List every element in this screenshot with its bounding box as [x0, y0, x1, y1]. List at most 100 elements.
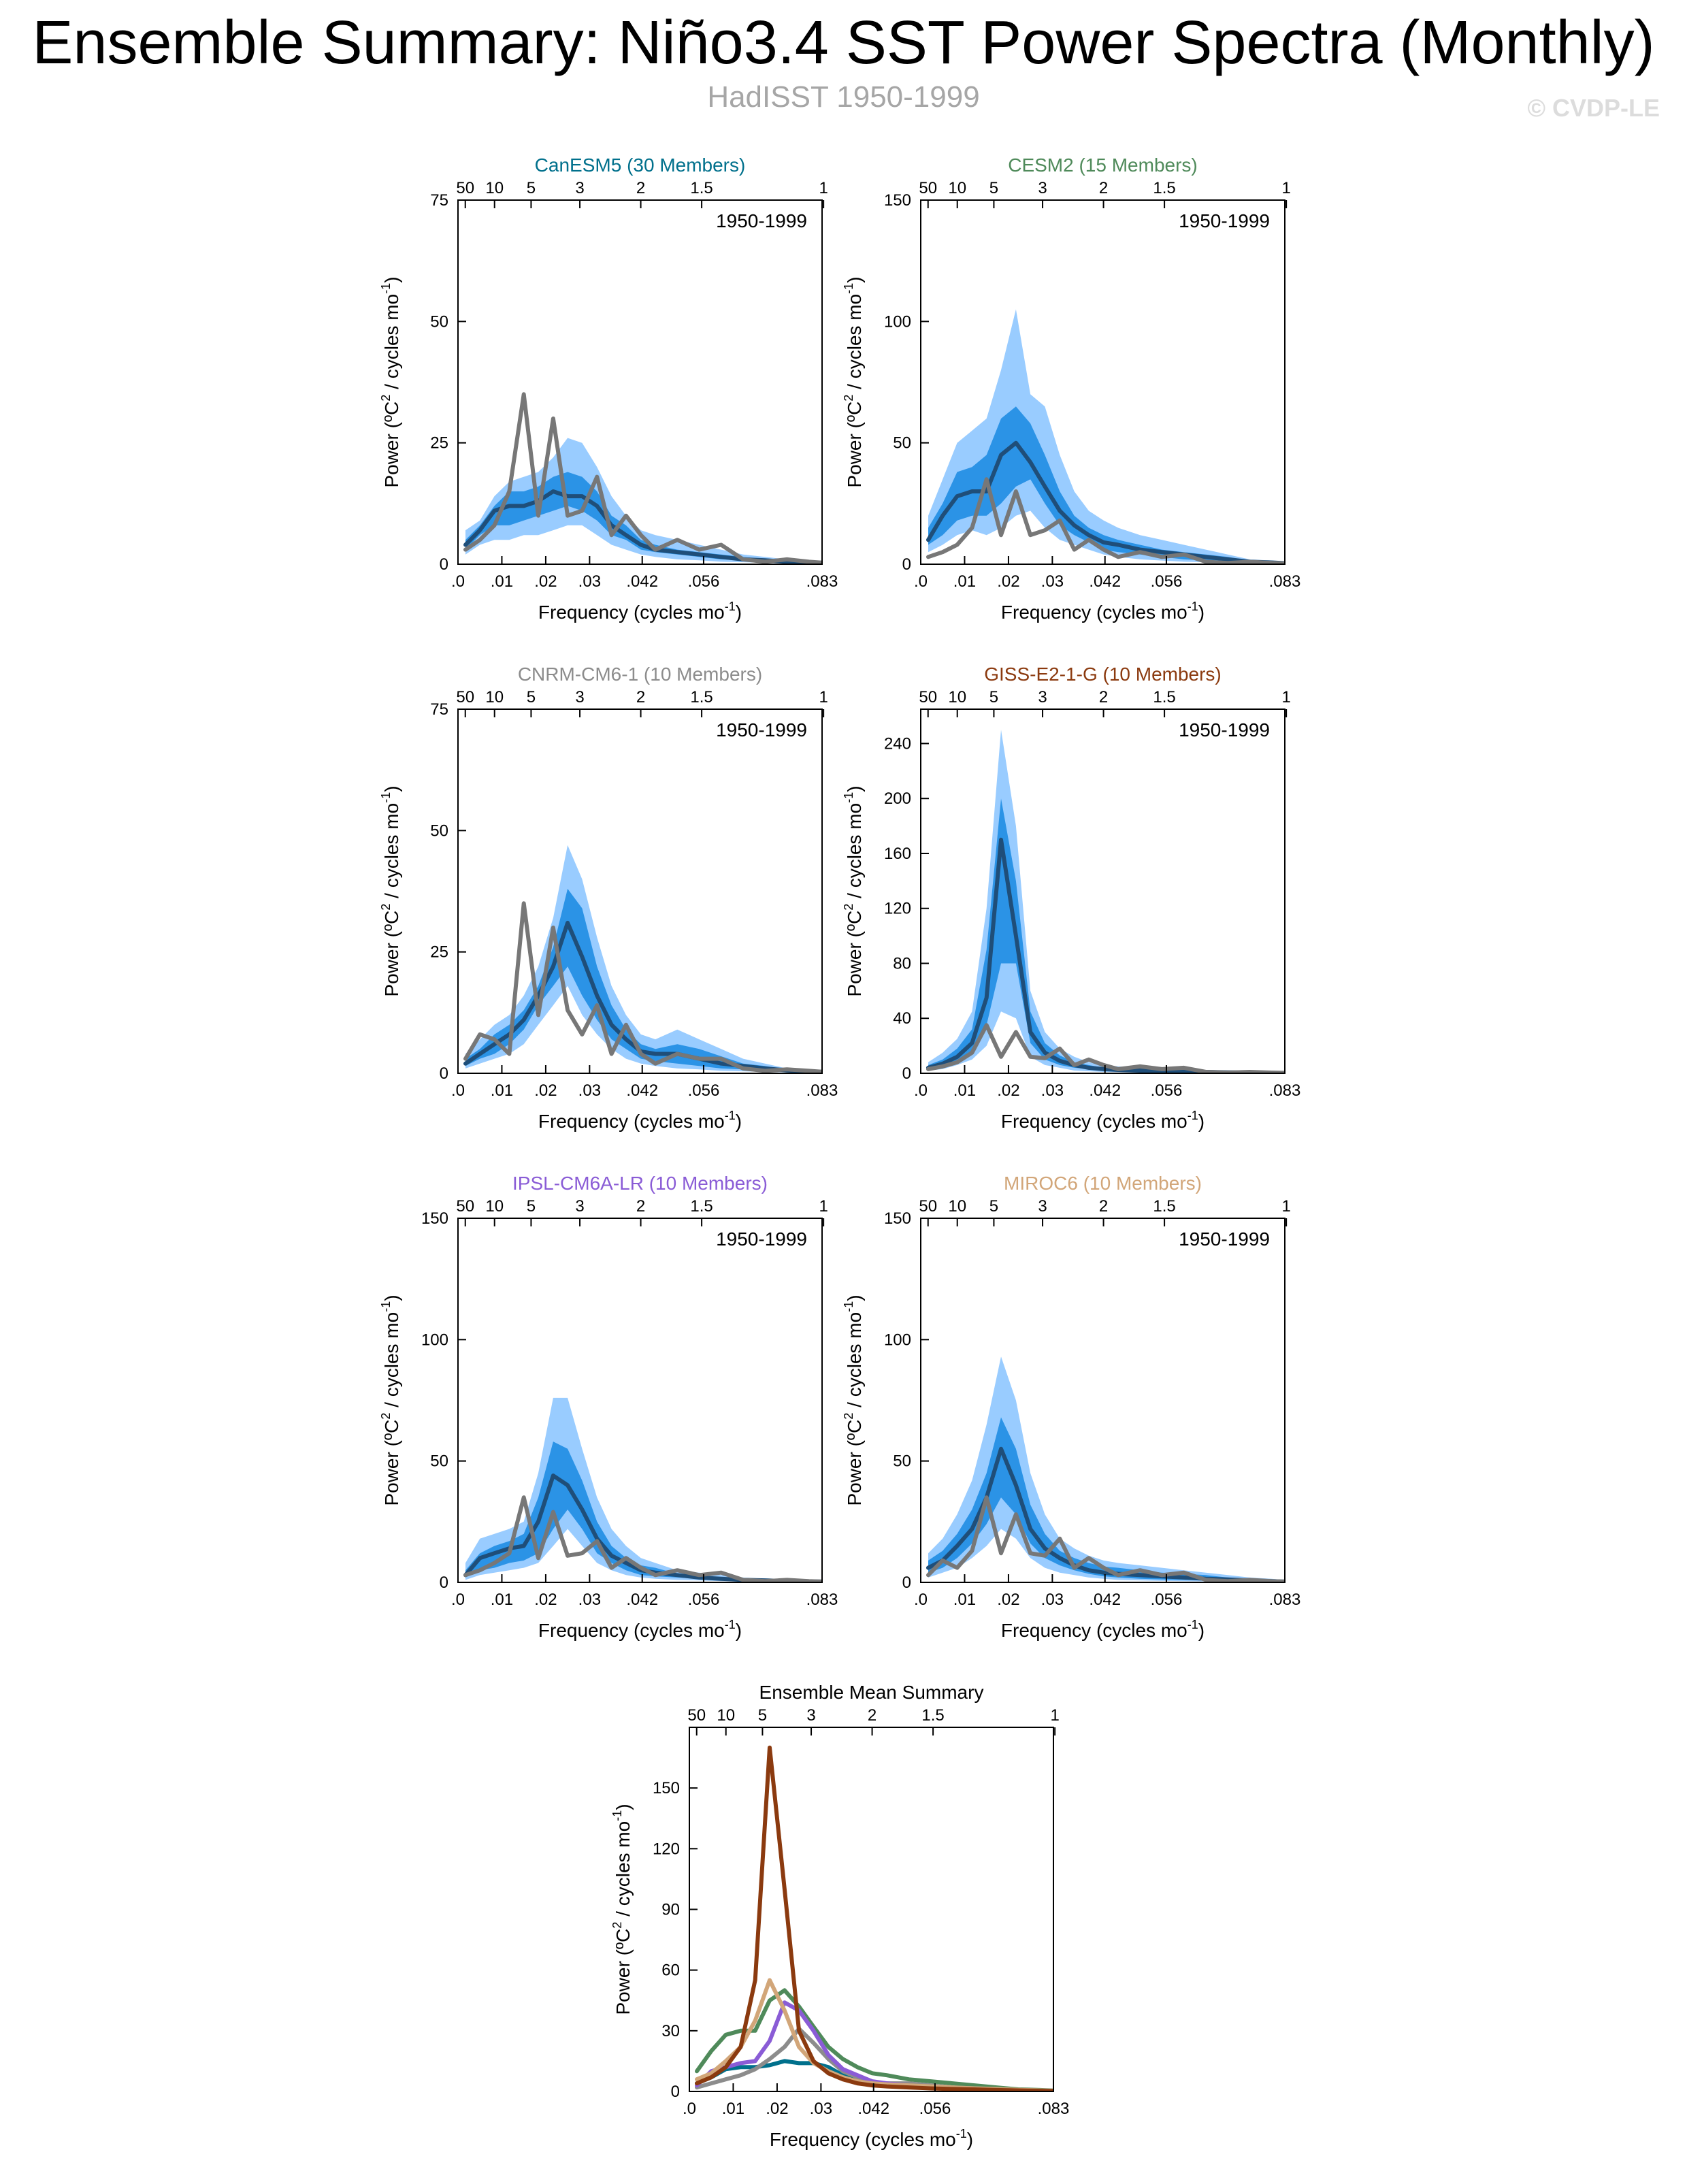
- x-tick-label: .0: [914, 1081, 928, 1100]
- top-tick-label: 10: [485, 1197, 504, 1216]
- plot-area: [463, 1397, 822, 1582]
- y-tick-label: 240: [884, 734, 911, 753]
- x-tick-label: .03: [578, 1081, 601, 1100]
- ensemble-range-band: [465, 845, 822, 1073]
- top-tick-label: 1.5: [690, 688, 713, 706]
- x-tick-label: .01: [491, 1081, 513, 1100]
- x-tick-label: .0: [683, 2100, 696, 2118]
- x-tick-label: .03: [578, 572, 601, 591]
- ensemble-interquartile-band: [928, 798, 1285, 1073]
- top-tick-label: 3: [575, 1197, 584, 1216]
- top-tick-label: 3: [1038, 688, 1047, 706]
- top-tick-label: 50: [919, 1197, 937, 1216]
- top-tick-label: 1: [1281, 179, 1290, 197]
- top-tick-label: 1.5: [1153, 1197, 1175, 1216]
- y-axis-label: Power (ºC2 / cycles mo-1): [842, 785, 865, 996]
- x-tick-label: .01: [491, 572, 513, 591]
- x-tick-label: .02: [766, 2100, 788, 2118]
- top-tick-label: 5: [758, 1706, 767, 1725]
- y-tick-label: 120: [884, 900, 911, 918]
- top-tick-label: 1.5: [1153, 179, 1175, 197]
- y-tick-label: 200: [884, 789, 911, 808]
- panel-title: CNRM-CM6-1 (10 Members): [518, 664, 762, 685]
- top-tick-label: 1: [1050, 1706, 1059, 1725]
- top-tick-label: 2: [1099, 179, 1108, 197]
- y-tick-label: 160: [884, 845, 911, 863]
- plot-area: [926, 730, 1285, 1073]
- ensemble-range-band: [928, 730, 1285, 1073]
- x-axis-label: Frequency (cycles mo-1): [538, 1109, 742, 1132]
- y-axis-label: Power (ºC2 / cycles mo-1): [379, 276, 402, 487]
- y-tick-label: 150: [884, 1209, 911, 1228]
- x-tick-label: .02: [997, 1591, 1019, 1609]
- plot-area: [463, 392, 822, 564]
- x-tick-label: .083: [806, 1591, 838, 1609]
- observed-line: [926, 1023, 1285, 1073]
- ensemble-interquartile-band: [928, 1417, 1285, 1582]
- y-tick-label: 0: [440, 1574, 448, 1592]
- y-tick-label: 50: [430, 1452, 448, 1471]
- panel-title: CESM2 (15 Members): [1008, 154, 1198, 176]
- top-tick-label: 5: [527, 688, 536, 706]
- plot-area: [926, 1356, 1285, 1582]
- chart-panel-0: .0 .01 .02 .03 .042 .056 .083 0 25 50 75 50 10 5 3 2 1.5…: [379, 154, 838, 623]
- x-tick-label: .056: [688, 1591, 720, 1609]
- chart-panel-2: .0 .01 .02 .03 .042 .056 .083 0 25 50 75 50 10 5 3 2 1.5…: [379, 664, 838, 1132]
- top-tick-label: 50: [687, 1706, 706, 1725]
- top-tick-label: 2: [636, 1197, 645, 1216]
- x-tick-label: .01: [953, 1591, 976, 1609]
- top-tick-label: 3: [1038, 179, 1047, 197]
- x-tick-label: .0: [914, 1591, 928, 1609]
- ensemble-range-band: [465, 438, 822, 564]
- y-tick-label: 75: [430, 191, 448, 210]
- period-label: 1950-1999: [716, 719, 807, 740]
- top-tick-label: 5: [527, 1197, 536, 1216]
- x-axis-label: Frequency (cycles mo-1): [1001, 600, 1205, 623]
- top-tick-label: 5: [989, 179, 998, 197]
- x-tick-label: .042: [1089, 1591, 1121, 1609]
- top-tick-label: 3: [575, 688, 584, 706]
- observed-line: [463, 901, 822, 1073]
- x-axis-label: Frequency (cycles mo-1): [770, 2127, 973, 2150]
- x-tick-label: .056: [688, 572, 720, 591]
- observed-line: [463, 392, 822, 564]
- x-tick-label: .02: [534, 1081, 557, 1100]
- top-tick-label: 3: [575, 179, 584, 197]
- period-label: 1950-1999: [716, 1228, 807, 1250]
- y-tick-label: 150: [421, 1209, 448, 1228]
- top-tick-label: 1.5: [921, 1706, 944, 1725]
- top-tick-label: 1.5: [690, 1197, 713, 1216]
- top-tick-label: 10: [948, 179, 966, 197]
- y-axis-label: Power (ºC2 / cycles mo-1): [379, 1294, 402, 1505]
- x-tick-label: .01: [953, 572, 976, 591]
- y-tick-label: 0: [440, 1064, 448, 1083]
- x-tick-label: .083: [1269, 1081, 1301, 1100]
- y-tick-label: 0: [671, 2083, 680, 2101]
- top-tick-label: 10: [948, 688, 966, 706]
- panel-title: IPSL-CM6A-LR (10 Members): [512, 1173, 768, 1194]
- copyright-watermark: © CVDP-LE: [1527, 94, 1660, 122]
- y-tick-label: 60: [661, 1961, 680, 1980]
- y-tick-label: 0: [902, 1574, 911, 1592]
- x-tick-label: .02: [997, 1081, 1019, 1100]
- top-tick-label: 10: [485, 688, 504, 706]
- plot-frame: [920, 708, 1285, 1074]
- plot-area: [926, 309, 1285, 564]
- period-label: 1950-1999: [716, 210, 807, 231]
- x-tick-label: .03: [1041, 572, 1064, 591]
- top-tick-label: 1: [1281, 1197, 1290, 1216]
- ensemble-range-band: [928, 309, 1285, 564]
- y-tick-label: 100: [884, 1331, 911, 1349]
- plot-area: [463, 845, 822, 1073]
- x-tick-label: .056: [1151, 1591, 1183, 1609]
- x-axis-label: Frequency (cycles mo-1): [538, 600, 742, 623]
- y-tick-label: 150: [884, 191, 911, 210]
- top-tick-label: 5: [527, 179, 536, 197]
- panel-title: CanESM5 (30 Members): [535, 154, 746, 176]
- page-subtitle: HadISST 1950-1999: [707, 80, 980, 114]
- y-tick-label: 50: [430, 312, 448, 331]
- y-axis-label: Power (ºC2 / cycles mo-1): [842, 276, 865, 487]
- plot-frame: [457, 1218, 823, 1583]
- top-tick-label: 50: [456, 179, 474, 197]
